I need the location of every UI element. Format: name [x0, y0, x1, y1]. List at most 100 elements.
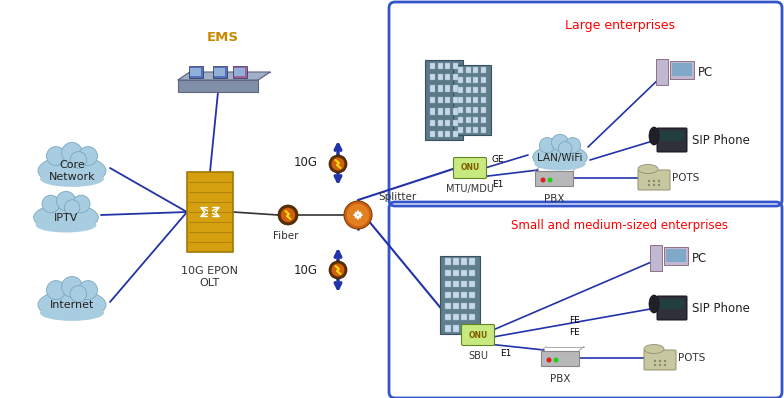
FancyBboxPatch shape	[445, 325, 451, 332]
FancyBboxPatch shape	[481, 67, 486, 73]
Circle shape	[78, 281, 97, 300]
FancyBboxPatch shape	[481, 107, 486, 113]
Ellipse shape	[35, 217, 96, 232]
FancyBboxPatch shape	[466, 107, 471, 113]
FancyBboxPatch shape	[452, 74, 458, 80]
FancyBboxPatch shape	[445, 281, 451, 287]
FancyBboxPatch shape	[469, 325, 475, 332]
Ellipse shape	[535, 157, 586, 170]
Text: POTS: POTS	[678, 353, 706, 363]
FancyBboxPatch shape	[462, 324, 495, 345]
FancyBboxPatch shape	[452, 97, 458, 103]
FancyBboxPatch shape	[473, 67, 478, 73]
FancyBboxPatch shape	[453, 65, 491, 135]
FancyBboxPatch shape	[430, 74, 435, 80]
Ellipse shape	[649, 295, 659, 313]
Circle shape	[540, 178, 546, 183]
Ellipse shape	[34, 204, 98, 231]
Circle shape	[658, 180, 660, 182]
Text: GE: GE	[492, 155, 504, 164]
FancyBboxPatch shape	[445, 258, 451, 265]
FancyBboxPatch shape	[452, 62, 458, 69]
FancyBboxPatch shape	[469, 303, 475, 309]
Circle shape	[62, 277, 82, 297]
Text: PC: PC	[698, 66, 713, 78]
Text: Large enterprises: Large enterprises	[565, 20, 675, 33]
FancyBboxPatch shape	[445, 97, 451, 103]
FancyBboxPatch shape	[437, 131, 443, 137]
Ellipse shape	[649, 127, 659, 145]
Ellipse shape	[644, 345, 664, 353]
FancyBboxPatch shape	[473, 87, 478, 93]
FancyBboxPatch shape	[452, 120, 458, 126]
Circle shape	[56, 191, 75, 211]
Circle shape	[281, 208, 296, 222]
Circle shape	[329, 155, 347, 173]
Circle shape	[539, 138, 555, 153]
Circle shape	[664, 364, 666, 366]
FancyBboxPatch shape	[437, 97, 443, 103]
Polygon shape	[178, 72, 270, 80]
Text: Small and medium-sized enterprises: Small and medium-sized enterprises	[511, 220, 728, 232]
FancyBboxPatch shape	[453, 303, 459, 309]
Ellipse shape	[533, 145, 587, 169]
Circle shape	[72, 195, 90, 213]
Circle shape	[648, 184, 650, 186]
FancyBboxPatch shape	[445, 120, 451, 126]
FancyBboxPatch shape	[453, 325, 459, 332]
FancyBboxPatch shape	[469, 292, 475, 298]
FancyBboxPatch shape	[473, 97, 478, 103]
FancyBboxPatch shape	[481, 77, 486, 83]
Circle shape	[78, 146, 97, 166]
Circle shape	[70, 152, 87, 168]
FancyBboxPatch shape	[437, 74, 443, 80]
FancyBboxPatch shape	[466, 97, 471, 103]
FancyBboxPatch shape	[458, 97, 463, 103]
FancyBboxPatch shape	[178, 80, 258, 92]
FancyBboxPatch shape	[453, 292, 459, 298]
FancyBboxPatch shape	[458, 87, 463, 93]
FancyBboxPatch shape	[445, 303, 451, 309]
Text: SBU: SBU	[468, 351, 488, 361]
Ellipse shape	[38, 290, 106, 320]
FancyBboxPatch shape	[535, 170, 573, 185]
FancyBboxPatch shape	[445, 74, 451, 80]
FancyBboxPatch shape	[461, 325, 466, 332]
FancyBboxPatch shape	[453, 269, 459, 276]
Text: Internet: Internet	[50, 300, 94, 310]
FancyBboxPatch shape	[458, 127, 463, 133]
FancyBboxPatch shape	[461, 314, 466, 320]
FancyBboxPatch shape	[453, 158, 487, 178]
Text: FE: FE	[569, 328, 580, 337]
Circle shape	[664, 360, 666, 362]
Circle shape	[64, 200, 80, 215]
Circle shape	[62, 142, 82, 163]
Circle shape	[551, 134, 568, 151]
Text: 10G EPON
OLT: 10G EPON OLT	[182, 266, 238, 288]
Text: Fiber: Fiber	[274, 231, 299, 241]
Text: 10G: 10G	[294, 263, 318, 277]
FancyBboxPatch shape	[657, 128, 687, 152]
FancyBboxPatch shape	[461, 269, 466, 276]
Circle shape	[70, 286, 87, 302]
Text: Splitter: Splitter	[378, 192, 416, 202]
FancyBboxPatch shape	[458, 107, 463, 113]
Text: PC: PC	[692, 252, 707, 265]
Text: 10G: 10G	[294, 156, 318, 170]
Circle shape	[546, 357, 551, 363]
FancyBboxPatch shape	[473, 107, 478, 113]
FancyBboxPatch shape	[461, 292, 466, 298]
Circle shape	[654, 360, 656, 362]
Circle shape	[565, 138, 580, 153]
Circle shape	[329, 261, 347, 279]
Circle shape	[347, 204, 369, 226]
Circle shape	[659, 360, 661, 362]
Circle shape	[554, 357, 558, 363]
FancyBboxPatch shape	[461, 303, 466, 309]
FancyBboxPatch shape	[466, 127, 471, 133]
FancyBboxPatch shape	[452, 131, 458, 137]
Text: E1: E1	[492, 180, 503, 189]
FancyBboxPatch shape	[660, 131, 684, 141]
FancyBboxPatch shape	[452, 86, 458, 92]
FancyBboxPatch shape	[541, 351, 579, 365]
